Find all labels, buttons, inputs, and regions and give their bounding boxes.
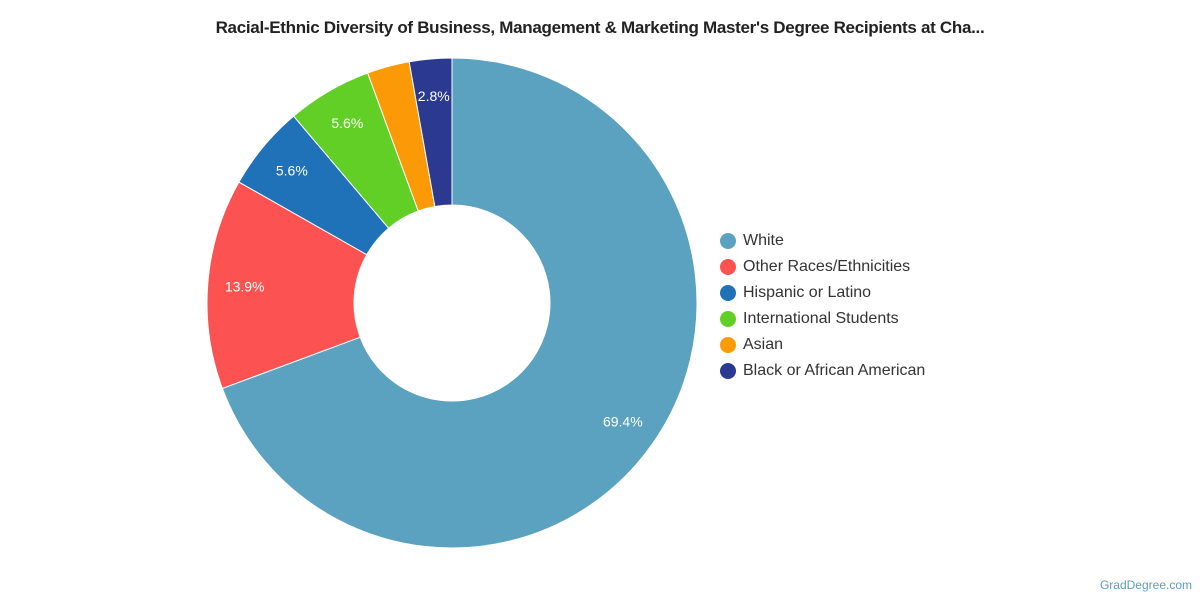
legend-label: International Students [743, 310, 899, 327]
legend-item[interactable]: International Students [720, 306, 925, 332]
slice-black-or-african-american[interactable] [408, 57, 453, 208]
legend-label: Hispanic or Latino [743, 284, 872, 301]
legend-label: White [743, 232, 784, 249]
legend-marker [720, 233, 736, 249]
legend-marker [720, 259, 736, 275]
data-label: 2.8% [418, 88, 450, 104]
legend-label: Black or African American [743, 362, 926, 379]
credit-link[interactable]: GradDegree.com [1099, 578, 1192, 592]
legend-item[interactable]: White [720, 228, 925, 254]
legend-marker [720, 337, 736, 353]
legend-label: Other Races/Ethnicities [743, 258, 911, 275]
legend-item[interactable]: Hispanic or Latino [720, 280, 925, 306]
data-label: 5.6% [276, 162, 308, 178]
legend-item[interactable]: Other Races/Ethnicities [720, 254, 925, 280]
legend-item[interactable]: Black or African American [720, 358, 925, 384]
slice-white[interactable] [221, 57, 698, 549]
slice-other-races-ethnicities[interactable] [206, 181, 368, 390]
legend-marker [720, 285, 736, 301]
data-label: 5.6% [331, 115, 363, 131]
legend-label: Asian [743, 336, 784, 353]
chart-title: Racial-Ethnic Diversity of Business, Man… [215, 18, 985, 37]
legend: White Other Races/Ethnicities Hispanic or … [720, 228, 925, 384]
legend-marker [720, 311, 736, 327]
data-label: 69.4% [603, 414, 643, 430]
legend-marker [720, 363, 736, 379]
data-label: 13.9% [225, 278, 265, 294]
legend-item[interactable]: Asian [720, 332, 925, 358]
